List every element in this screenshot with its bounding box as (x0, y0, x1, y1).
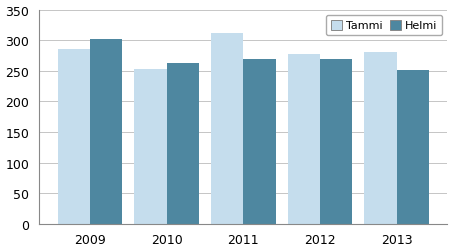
Bar (58, 50, 90, 224)
Bar (211, 34, 243, 224)
Bar (365, 53, 397, 224)
Legend: Tammi, Helmi: Tammi, Helmi (326, 16, 442, 36)
Bar (397, 71, 429, 224)
Bar (288, 54, 320, 224)
Bar (167, 64, 199, 224)
Bar (90, 40, 122, 224)
Bar (243, 60, 275, 224)
Bar (135, 70, 167, 224)
Bar (320, 60, 352, 224)
